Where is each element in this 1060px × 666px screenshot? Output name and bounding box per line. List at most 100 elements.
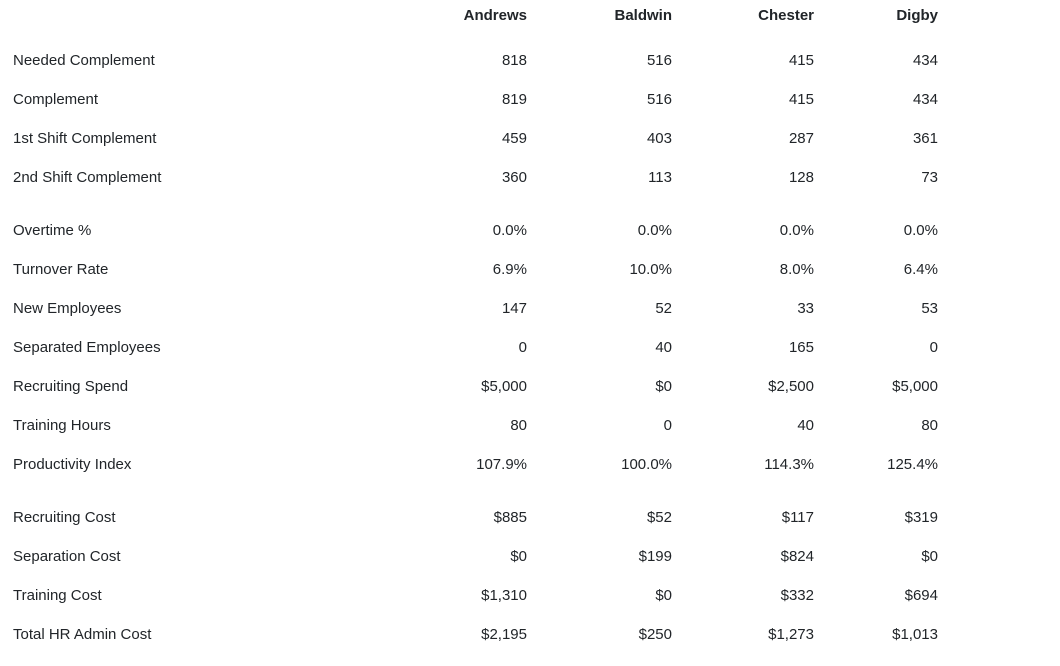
row-label: Separated Employees (13, 339, 161, 356)
row-label: Overtime % (13, 222, 92, 239)
row-label: Training Hours (13, 417, 111, 434)
cell-value: 360 (501, 169, 527, 186)
cell-value: $0 (655, 587, 672, 604)
right-margin-spacer (938, 250, 1060, 289)
cell-value: 0.0% (637, 222, 672, 239)
cell-value: 40 (797, 417, 814, 434)
cell-value: 434 (912, 91, 938, 108)
cell-value: 0.0% (492, 222, 527, 239)
cell-value: 516 (646, 91, 672, 108)
table-row: 1st Shift Complement 459 403 287 361 (0, 119, 1060, 158)
company-header-digby: Digby (896, 7, 938, 24)
cell-value: 8.0% (779, 261, 814, 278)
row-label: New Employees (13, 300, 122, 317)
table-row: Productivity Index 107.9% 100.0% 114.3% 125.… (0, 445, 1060, 484)
cell-value: $5,000 (481, 378, 527, 395)
cell-value: $117 (781, 509, 814, 526)
cell-value: $824 (780, 548, 814, 565)
cell-value: $332 (780, 587, 814, 604)
cell-value: $885 (493, 509, 527, 526)
right-margin-spacer (938, 537, 1060, 576)
cell-value: 403 (646, 130, 672, 147)
row-label: Separation Cost (13, 548, 121, 565)
cell-value: 80 (510, 417, 527, 434)
row-label: Turnover Rate (13, 261, 109, 278)
cell-value: 0.0% (903, 222, 938, 239)
cell-value: 361 (912, 130, 938, 147)
table-row: Recruiting Cost $885 $52 $117 $319 (0, 498, 1060, 537)
right-margin-spacer (938, 211, 1060, 250)
cell-value: 818 (501, 52, 527, 69)
table-row: Separation Cost $0 $199 $824 $0 (0, 537, 1060, 576)
cell-value: 415 (788, 91, 814, 108)
table-row: Total HR Admin Cost $2,195 $250 $1,273 $1,01… (0, 615, 1060, 654)
label-column-header (0, 0, 382, 41)
cell-value: 434 (912, 52, 938, 69)
right-margin-spacer (938, 367, 1060, 406)
table-row: Training Cost $1,310 $0 $332 $694 (0, 576, 1060, 615)
row-label: Productivity Index (13, 456, 132, 473)
cell-value: 459 (501, 130, 527, 147)
row-label: Total HR Admin Cost (13, 626, 152, 643)
right-margin-spacer (938, 445, 1060, 484)
cell-value: 33 (797, 300, 814, 317)
section-gap (0, 197, 1060, 211)
cell-value: 73 (921, 169, 938, 186)
cell-value: $52 (646, 509, 672, 526)
cell-value: 40 (655, 339, 672, 356)
right-margin-spacer (938, 119, 1060, 158)
cell-value: $0 (921, 548, 938, 565)
table-row: Recruiting Spend $5,000 $0 $2,500 $5,000 (0, 367, 1060, 406)
cell-value: 0 (663, 417, 672, 434)
right-margin-spacer (938, 498, 1060, 537)
cell-value: $0 (510, 548, 527, 565)
cell-value: 100.0% (621, 456, 672, 473)
cell-value: 6.9% (492, 261, 527, 278)
cell-value: 10.0% (629, 261, 672, 278)
cell-value: 125.4% (887, 456, 938, 473)
cell-value: $1,013 (892, 626, 938, 643)
right-margin-spacer (938, 158, 1060, 197)
cell-value: 53 (921, 300, 938, 317)
section-gap-cell (0, 484, 1060, 498)
cell-value: $1,273 (768, 626, 814, 643)
table-body: Needed Complement 818 516 415 434 Complement 8… (0, 41, 1060, 654)
cell-value: 114.3% (764, 456, 814, 473)
cell-value: $694 (904, 587, 938, 604)
table-row: Separated Employees 0 40 165 0 (0, 328, 1060, 367)
section-gap-cell (0, 197, 1060, 211)
right-margin-spacer (938, 576, 1060, 615)
right-margin-spacer (938, 289, 1060, 328)
cell-value: 819 (501, 91, 527, 108)
row-label: 2nd Shift Complement (13, 169, 162, 186)
cell-value: $0 (655, 378, 672, 395)
cell-value: 516 (646, 52, 672, 69)
cell-value: 128 (788, 169, 814, 186)
cell-value: 147 (501, 300, 527, 317)
cell-value: 0 (929, 339, 938, 356)
cell-value: 165 (788, 339, 814, 356)
right-margin-spacer (938, 80, 1060, 119)
table-row: Turnover Rate 6.9% 10.0% 8.0% 6.4% (0, 250, 1060, 289)
table-row: Needed Complement 818 516 415 434 (0, 41, 1060, 80)
cell-value: 0 (518, 339, 527, 356)
company-header-andrews: Andrews (463, 7, 527, 24)
table-row: Overtime % 0.0% 0.0% 0.0% 0.0% (0, 211, 1060, 250)
company-header-baldwin: Baldwin (614, 7, 672, 24)
row-label: Recruiting Spend (13, 378, 129, 395)
cell-value: 0.0% (779, 222, 814, 239)
cell-value: 113 (648, 169, 672, 186)
table-row: New Employees 147 52 33 53 (0, 289, 1060, 328)
cell-value: $2,500 (768, 378, 814, 395)
right-margin-spacer (938, 406, 1060, 445)
right-margin-spacer (938, 328, 1060, 367)
company-header-chester: Chester (758, 7, 814, 24)
row-label: 1st Shift Complement (13, 130, 157, 147)
header-row: Andrews Baldwin Chester Digby (0, 0, 1060, 41)
cell-value: $250 (638, 626, 672, 643)
table-row: Complement 819 516 415 434 (0, 80, 1060, 119)
table-row: Training Hours 80 0 40 80 (0, 406, 1060, 445)
row-label: Needed Complement (13, 52, 155, 69)
